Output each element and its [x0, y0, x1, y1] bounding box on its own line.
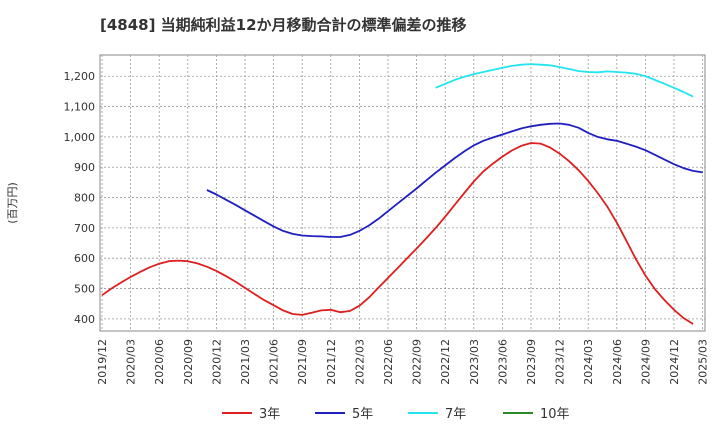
x-tick-label: 2023/12 [554, 339, 567, 385]
legend-label: 10年 [540, 407, 570, 422]
x-tick-label: 2023/06 [496, 339, 509, 385]
y-tick-label: 700 [74, 222, 95, 235]
y-tick-label: 1,000 [64, 131, 96, 144]
series-layer [101, 63, 703, 325]
y-tick-label: 1,100 [64, 101, 96, 114]
x-tick-label: 2019/12 [96, 339, 109, 385]
y-tick-label: 900 [74, 161, 95, 174]
y-tick-label: 400 [74, 313, 95, 326]
legend-item: 3年 [222, 407, 280, 422]
x-tick-label: 2020/09 [182, 339, 195, 385]
y-axis-label: (百万円) [6, 182, 19, 224]
x-tick-label: 2025/03 [697, 339, 710, 385]
grid-layer [100, 55, 705, 331]
y-tick-label: 800 [74, 192, 95, 205]
legend-item: 7年 [408, 407, 466, 422]
series-line-3年 [101, 142, 694, 325]
x-tick-label: 2023/03 [468, 339, 481, 385]
x-tick-label: 2022/06 [382, 339, 395, 385]
x-tick-label: 2022/09 [411, 339, 424, 385]
legend-label: 3年 [259, 407, 280, 422]
series-line-7年 [435, 63, 694, 98]
x-tick-label: 2020/06 [153, 339, 166, 385]
x-axis-tick-labels: 2019/12 2020/03 2020/06 2020/09 2020/12 2021/… [96, 339, 710, 385]
y-tick-label: 500 [74, 283, 95, 296]
x-tick-label: 2020/03 [125, 339, 138, 385]
x-tick-label: 2021/12 [325, 339, 338, 385]
x-tick-label: 2024/12 [668, 339, 681, 385]
x-tick-label: 2021/06 [268, 339, 281, 385]
x-tick-label: 2022/12 [439, 339, 452, 385]
chart-title: [4848] 当期純利益12か月移動合計の標準偏差の推移 [100, 16, 467, 34]
y-tick-label: 1,200 [64, 70, 96, 83]
series-line-5年 [206, 122, 703, 238]
plot-area [99, 54, 706, 332]
x-tick-label: 2024/06 [611, 339, 624, 385]
legend-label: 7年 [445, 407, 466, 422]
y-tick-label: 600 [74, 252, 95, 265]
x-tick-label: 2022/03 [353, 339, 366, 385]
legend-label: 5年 [352, 407, 373, 422]
legend-item: 10年 [503, 407, 570, 422]
x-tick-label: 2024/03 [582, 339, 595, 385]
x-tick-label: 2024/09 [639, 339, 652, 385]
y-axis-tick-labels: 400 500 600 700 800 900 1,000 1,100 1,200 [64, 70, 96, 326]
x-tick-label: 2021/03 [239, 339, 252, 385]
x-tick-label: 2023/09 [525, 339, 538, 385]
x-tick-label: 2021/09 [296, 339, 309, 385]
legend-item: 5年 [315, 407, 373, 422]
legend: 3年 5年 7年 10年 [222, 407, 570, 422]
x-tick-label: 2020/12 [210, 339, 223, 385]
